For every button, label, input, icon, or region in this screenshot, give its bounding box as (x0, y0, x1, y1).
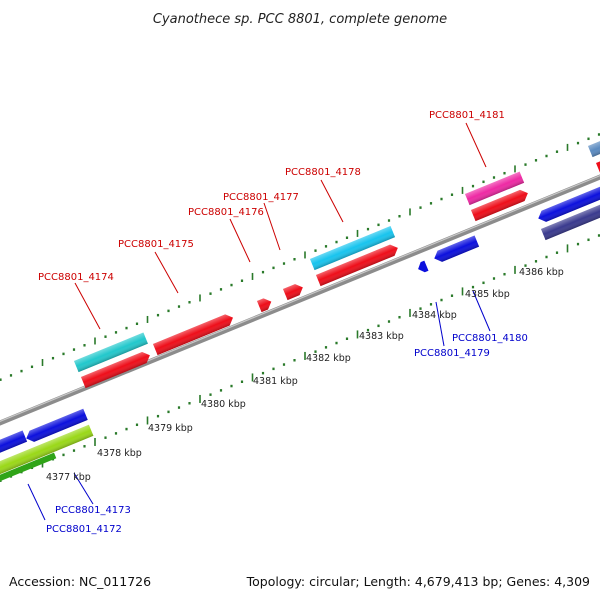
label-PCC8801_4173[interactable]: PCC8801_4173 (55, 505, 131, 516)
scale-label: 4380 kbp (201, 399, 246, 410)
gene-edge-red[interactable] (596, 155, 600, 175)
label-PCC8801_4176[interactable]: PCC8801_4176 (188, 207, 264, 218)
genome-backbone (0, 174, 600, 426)
gene-PCC8801_4172-lower[interactable] (0, 452, 57, 489)
gene-labels: PCC8801_4174 PCC8801_4175 PCC8801_4176 P… (38, 110, 528, 535)
tick-tracks (0, 133, 600, 482)
genome-summary-text: Topology: circular; Length: 4,679,413 bp… (246, 574, 590, 589)
scale-label: 4385 kbp (465, 289, 510, 300)
scale-label: 4378 kbp (97, 448, 142, 459)
scale-labels: 4377 kbp 4378 kbp 4379 kbp 4380 kbp 4381… (46, 267, 564, 483)
scale-label: 4382 kbp (306, 353, 351, 364)
label-PCC8801_4172[interactable]: PCC8801_4172 (46, 524, 122, 535)
scale-label: 4383 kbp (359, 331, 404, 342)
scale-label: 4384 kbp (412, 310, 457, 321)
label-PCC8801_4175[interactable]: PCC8801_4175 (118, 239, 194, 250)
label-PCC8801_4180[interactable]: PCC8801_4180 (452, 333, 528, 344)
label-PCC8801_4177[interactable]: PCC8801_4177 (223, 192, 299, 203)
label-PCC8801_4179[interactable]: PCC8801_4179 (414, 348, 490, 359)
scale-label: 4381 kbp (253, 376, 298, 387)
gene-features (0, 134, 600, 489)
scale-label: 4377 kbp (46, 472, 91, 483)
label-PCC8801_4174[interactable]: PCC8801_4174 (38, 272, 114, 283)
scale-label: 4379 kbp (148, 423, 193, 434)
accession-text: Accession: NC_011726 (9, 574, 151, 589)
label-PCC8801_4181[interactable]: PCC8801_4181 (429, 110, 505, 121)
page-title: Cyanothece sp. PCC 8801, complete genome (153, 12, 447, 27)
gene-PCC8801_4179[interactable] (416, 260, 429, 275)
label-PCC8801_4178[interactable]: PCC8801_4178 (285, 167, 361, 178)
scale-label: 4386 kbp (519, 267, 564, 278)
label-connectors (27, 122, 491, 521)
